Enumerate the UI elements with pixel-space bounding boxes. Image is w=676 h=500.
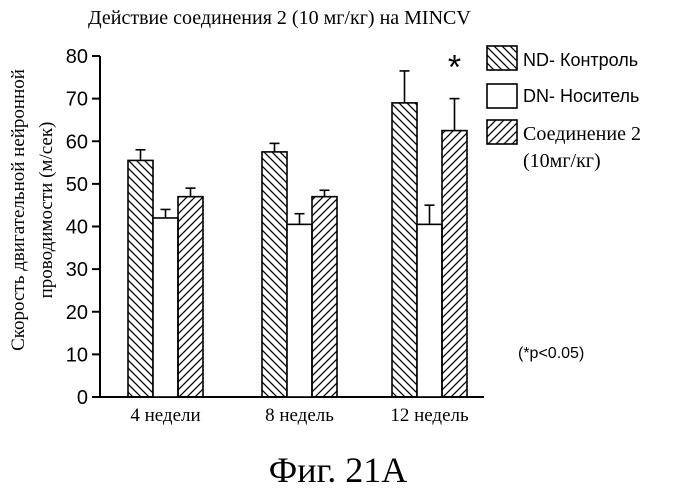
y-tick-label: 40 xyxy=(66,217,88,239)
y-tick-label: 10 xyxy=(66,344,88,366)
x-tick-label: 8 недель xyxy=(265,405,334,426)
legend-label-vehicle: DN- Носитель xyxy=(523,86,639,106)
bar xyxy=(442,131,467,397)
bar xyxy=(178,197,203,397)
y-tick-label: 20 xyxy=(66,302,88,324)
bars: * xyxy=(128,49,467,397)
y-tick-label: 70 xyxy=(66,89,88,111)
chart-title: Действие соединения 2 (10 мг/кг) на MINC… xyxy=(88,7,471,29)
x-tick-label: 12 недель xyxy=(390,405,469,426)
bar xyxy=(312,197,337,397)
legend: ND- Контроль DN- Носитель Соединение 2 (… xyxy=(487,46,641,172)
bar xyxy=(392,103,417,397)
bar xyxy=(153,218,178,397)
y-axis-label-line1: Скорость двигательной нейронной xyxy=(8,69,29,351)
y-tick-label: 80 xyxy=(66,46,88,68)
legend-label-control: ND- Контроль xyxy=(523,50,638,70)
y-axis-label-line2: проводимости (м/сек) xyxy=(36,122,57,299)
y-axis-ticks: 0 10 20 30 40 50 60 70 80 xyxy=(66,46,100,409)
x-axis-tick-labels: 4 недели 8 недель 12 недель xyxy=(130,405,469,426)
bar xyxy=(287,224,312,397)
legend-label-compound: Соединение 2 xyxy=(523,123,641,145)
y-tick-label: 50 xyxy=(66,174,88,196)
legend-swatch-compound xyxy=(487,120,517,144)
bar xyxy=(128,160,153,397)
bar xyxy=(262,152,287,397)
figure-caption: Фиг. 21А xyxy=(269,450,407,490)
legend-swatch-control xyxy=(487,46,517,70)
y-tick-label: 0 xyxy=(77,387,88,409)
legend-label-compound-dose: (10мг/кг) xyxy=(523,150,601,172)
significance-note: (*p<0.05) xyxy=(518,345,584,362)
significance-asterisk: * xyxy=(448,49,461,87)
y-tick-label: 60 xyxy=(66,131,88,153)
bar xyxy=(417,224,442,397)
y-tick-label: 30 xyxy=(66,259,88,281)
x-tick-label: 4 недели xyxy=(130,405,200,426)
legend-swatch-vehicle xyxy=(487,84,517,108)
